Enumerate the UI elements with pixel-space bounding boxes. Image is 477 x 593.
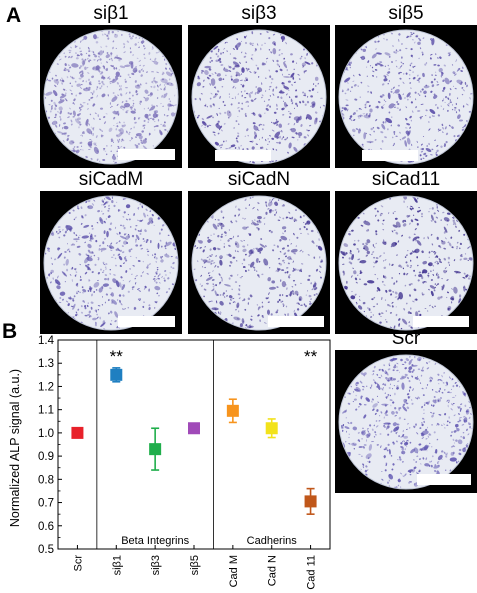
y-tick-label: 0.6 <box>38 521 54 533</box>
data-point <box>149 443 162 456</box>
alp-chart: Normalized ALP signal (a.u.) 0.50.60.70.… <box>8 335 331 590</box>
scale-bar <box>413 316 469 327</box>
data-point <box>188 422 200 435</box>
data-point <box>265 422 278 435</box>
significance-marker: ** <box>304 347 318 366</box>
stained-cells <box>44 30 178 164</box>
tile-label-sib5: siβ5 <box>388 3 424 24</box>
stained-cells <box>339 30 473 163</box>
plot-frame <box>57 339 331 550</box>
scale-bar <box>215 150 271 161</box>
scale-bar <box>118 149 175 160</box>
data-point <box>110 368 123 381</box>
micrograph-sib1 <box>40 25 182 168</box>
tile-label-sib1: siβ1 <box>93 3 129 24</box>
chart-axes: 0.5 0.6 0.7 0.8 0.9 1.0 1.1 1.2 1.3 1.4 Scr siβ1 siβ… <box>38 335 331 590</box>
data-point <box>226 404 239 417</box>
culture-well <box>192 30 326 164</box>
group-label: Beta Integrins <box>121 535 189 547</box>
data-point <box>71 426 84 439</box>
scale-bar <box>417 474 471 485</box>
micrograph-sib5 <box>335 25 477 168</box>
y-tick-label: 1.4 <box>38 335 55 347</box>
well-image <box>43 29 179 165</box>
well-image <box>338 29 474 165</box>
tile-label-sicadn: siCadN <box>227 169 291 190</box>
scale-bar <box>362 150 418 161</box>
stained-cells <box>192 30 326 164</box>
group-label: Cadherins <box>247 535 298 547</box>
panel-b-letter: B <box>2 320 18 343</box>
x-tick-label: Cad 11 <box>306 555 318 590</box>
y-tick-label: 0.7 <box>38 498 54 510</box>
x-tick-label: Scr <box>72 555 84 572</box>
culture-well <box>44 196 178 330</box>
y-tick-label: 1.2 <box>38 381 54 393</box>
culture-well <box>44 30 178 164</box>
tile-label-sicadm: siCadM <box>78 169 144 190</box>
y-tick-label: 0.9 <box>38 451 54 463</box>
micrograph-sicadn <box>188 191 330 334</box>
y-tick-label: 1.0 <box>38 428 54 440</box>
scale-bar <box>268 316 324 327</box>
micrograph-sib3 <box>188 25 330 168</box>
x-tick-label: Cad M <box>228 555 240 587</box>
y-tick-label: 0.5 <box>38 544 54 556</box>
stained-cells <box>193 196 324 330</box>
tile-label-sicad11: siCad11 <box>371 169 441 190</box>
y-tick-label: 0.8 <box>38 474 54 486</box>
micrograph-scr <box>335 350 477 493</box>
micrograph-sicad11 <box>335 191 477 334</box>
y-axis-label: Normalized ALP signal (a.u.) <box>8 369 22 527</box>
well-image <box>338 195 474 331</box>
x-tick-label: siβ3 <box>150 555 162 575</box>
x-tick-label: siβ1 <box>111 555 123 575</box>
culture-well <box>192 196 326 330</box>
y-tick-label: 1.1 <box>38 405 54 417</box>
well-image <box>191 195 327 331</box>
data-point <box>304 495 317 508</box>
scale-bar <box>118 316 175 327</box>
panel-a-letter: A <box>6 4 22 27</box>
well-image <box>43 195 179 331</box>
well-image <box>191 29 327 165</box>
x-tick-label: siβ5 <box>189 555 201 575</box>
chart-marks: ** ** <box>71 347 318 515</box>
y-tick-label: 1.3 <box>38 358 54 370</box>
x-tick-label: Cad N <box>267 555 279 586</box>
tile-label-sib3: siβ3 <box>241 3 277 24</box>
well-image <box>338 354 474 490</box>
micrograph-sicadm <box>40 191 182 334</box>
significance-marker: ** <box>110 347 124 366</box>
